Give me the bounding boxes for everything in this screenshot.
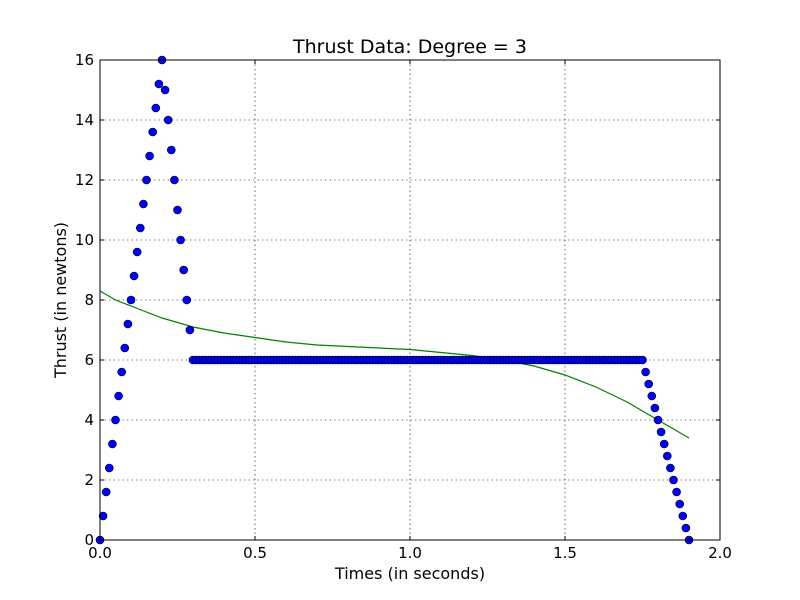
y-tick-label: 12 [75,171,94,189]
data-point [182,295,192,305]
data-point [681,523,691,533]
y-tick-label: 14 [75,111,94,129]
data-point [179,265,188,275]
data-point [126,295,136,305]
x-tick-label: 0.0 [88,544,112,562]
tick-labels: 0.0 0.5 1.0 1.5 2.0 0 2 4 6 8 10 12 14 16 [75,51,732,562]
data-point [666,463,675,473]
chart-title: Thrust Data: Degree = 3 [292,36,527,58]
y-tick-label: 2 [84,471,94,489]
y-tick-label: 0 [84,531,94,549]
data-point [650,403,660,413]
data-point [132,247,142,257]
data-point [662,451,672,461]
x-tick-label: 1.0 [398,544,422,562]
data-point [154,79,164,89]
data-point [139,199,148,209]
data-point [114,391,123,401]
fit-curve-group [99,290,690,439]
y-tick-label: 4 [84,411,94,429]
x-tick-label: 1.5 [553,544,577,562]
data-point [659,439,669,449]
data-point [669,475,678,485]
data-point [145,151,154,161]
y-tick-label: 8 [84,291,94,309]
data-point [656,427,666,437]
x-axis-label: Times (in seconds) [334,564,485,583]
data-point [105,463,114,473]
data-point [117,367,126,377]
data-point [672,487,681,497]
data-point [653,415,663,425]
data-point [151,103,161,113]
data-point [185,325,195,335]
data-point [678,511,688,521]
data-point [129,271,139,281]
data-point [163,115,173,125]
y-tick-label: 10 [75,231,94,249]
data-point [98,511,108,521]
grid-lines [100,60,720,540]
data-point [142,175,151,185]
y-axis-label: Thrust (in newtons) [51,222,70,379]
data-point [108,439,117,449]
plot-frame [99,59,721,541]
data-point [644,379,654,389]
data-point [647,391,657,401]
fit-curve-line [99,290,690,439]
data-point [136,223,145,233]
data-point [641,367,650,377]
data-point [148,127,157,137]
data-point [170,175,179,185]
data-point [160,85,170,95]
data-point [638,355,647,365]
data-point [167,145,176,155]
data-point [173,205,182,215]
x-tick-label: 0.5 [243,544,267,562]
data-points [95,55,694,545]
data-point [176,235,185,245]
data-point [123,319,133,329]
data-point [120,343,130,353]
data-point [675,499,685,509]
data-point [111,415,120,425]
y-tick-label: 16 [75,51,94,69]
y-tick-label: 6 [84,351,94,369]
x-tick-label: 2.0 [708,544,732,562]
data-point [101,487,111,497]
